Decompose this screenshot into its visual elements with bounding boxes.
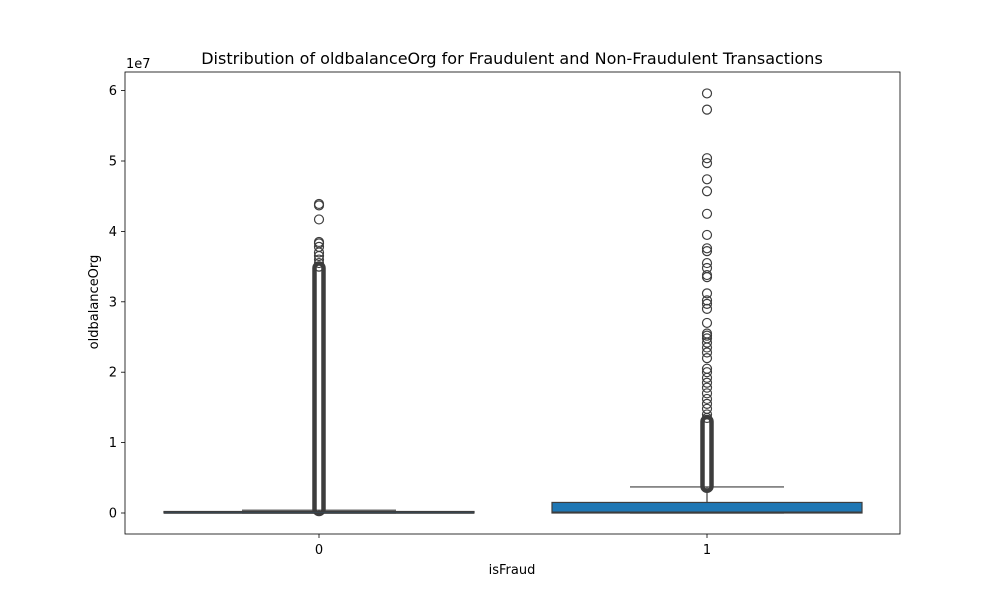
outlier-point	[313, 254, 325, 265]
outlier-band	[312, 261, 326, 517]
x-tick-label: 0	[315, 543, 323, 558]
outlier-point	[701, 246, 713, 257]
outlier-point	[701, 153, 713, 164]
outlier-point	[701, 208, 713, 219]
box-iqr	[551, 501, 863, 514]
outlier-point	[313, 241, 325, 252]
outlier-point	[701, 269, 713, 281]
outlier-point	[313, 236, 325, 248]
chart-title: Distribution of oldbalanceOrg for Fraudu…	[201, 49, 823, 68]
outlier-point	[701, 398, 713, 409]
outlier-point	[701, 104, 713, 115]
y-offset-label: 1e7	[126, 57, 151, 72]
outlier-point	[701, 388, 713, 399]
y-tick-label: 5	[109, 155, 117, 170]
outlier-point	[701, 243, 713, 254]
plot-frame	[124, 71, 901, 535]
outlier-point	[701, 158, 713, 169]
outlier-point	[701, 295, 713, 306]
outlier-point	[701, 262, 713, 274]
y-axis-label: oldbalanceOrg	[87, 255, 102, 350]
outlier-point	[701, 347, 713, 358]
outlier-point	[701, 328, 713, 339]
outlier-point	[701, 403, 713, 414]
y-tick-label: 6	[109, 84, 117, 99]
y-tick-label: 1	[109, 436, 117, 451]
outlier-point	[701, 393, 713, 405]
outlier-point	[701, 317, 713, 329]
outlier-point	[701, 174, 713, 185]
outlier-point	[701, 367, 713, 378]
outlier-point	[701, 272, 713, 283]
outlier-point	[701, 288, 713, 299]
outlier-point	[701, 363, 713, 374]
outlier-point	[313, 214, 325, 225]
y-tick-label: 4	[109, 225, 117, 240]
outlier-point	[701, 409, 713, 420]
y-tick-label: 3	[109, 295, 117, 310]
outlier-point	[701, 186, 713, 197]
x-axis-label: isFraud	[489, 563, 536, 578]
outlier-point	[701, 88, 713, 99]
outlier-point	[701, 229, 713, 241]
outlier-point	[701, 382, 713, 393]
outlier-point	[313, 198, 325, 210]
outlier-point	[701, 298, 713, 310]
outlier-point	[701, 333, 713, 344]
y-tick-label: 2	[109, 366, 117, 381]
outlier-point	[701, 353, 713, 364]
outlier-point	[313, 257, 325, 269]
outlier-point	[701, 257, 713, 269]
outlier-point	[701, 377, 713, 388]
outlier-point	[313, 261, 325, 272]
outlier-band	[700, 414, 714, 493]
x-tick-label: 1	[703, 543, 711, 558]
y-tick-label: 0	[109, 507, 117, 522]
